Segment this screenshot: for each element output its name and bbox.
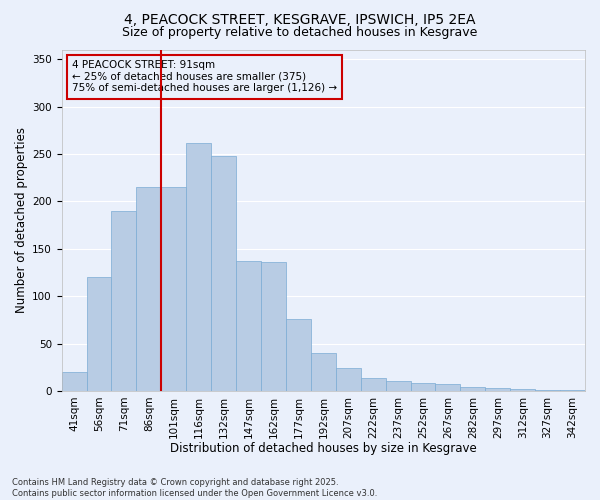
Text: Size of property relative to detached houses in Kesgrave: Size of property relative to detached ho… [122, 26, 478, 39]
Bar [436, 384, 460, 391]
Bar [186, 143, 211, 391]
Bar [410, 384, 436, 391]
Text: 4 PEACOCK STREET: 91sqm
← 25% of detached houses are smaller (375)
75% of semi-d: 4 PEACOCK STREET: 91sqm ← 25% of detache… [72, 60, 337, 94]
Text: Contains HM Land Registry data © Crown copyright and database right 2025.
Contai: Contains HM Land Registry data © Crown c… [12, 478, 377, 498]
Bar [361, 378, 386, 391]
Bar [211, 156, 236, 391]
Bar [161, 188, 186, 391]
Bar [510, 389, 535, 391]
Y-axis label: Number of detached properties: Number of detached properties [15, 128, 28, 314]
Bar [62, 372, 86, 391]
Bar [286, 319, 311, 391]
Bar [560, 390, 585, 391]
Text: 4, PEACOCK STREET, KESGRAVE, IPSWICH, IP5 2EA: 4, PEACOCK STREET, KESGRAVE, IPSWICH, IP… [124, 12, 476, 26]
X-axis label: Distribution of detached houses by size in Kesgrave: Distribution of detached houses by size … [170, 442, 476, 455]
Bar [112, 211, 136, 391]
Bar [86, 277, 112, 391]
Bar [261, 262, 286, 391]
Bar [236, 261, 261, 391]
Bar [311, 353, 336, 391]
Bar [336, 368, 361, 391]
Bar [460, 387, 485, 391]
Bar [485, 388, 510, 391]
Bar [386, 382, 410, 391]
Bar [136, 188, 161, 391]
Bar [535, 390, 560, 391]
